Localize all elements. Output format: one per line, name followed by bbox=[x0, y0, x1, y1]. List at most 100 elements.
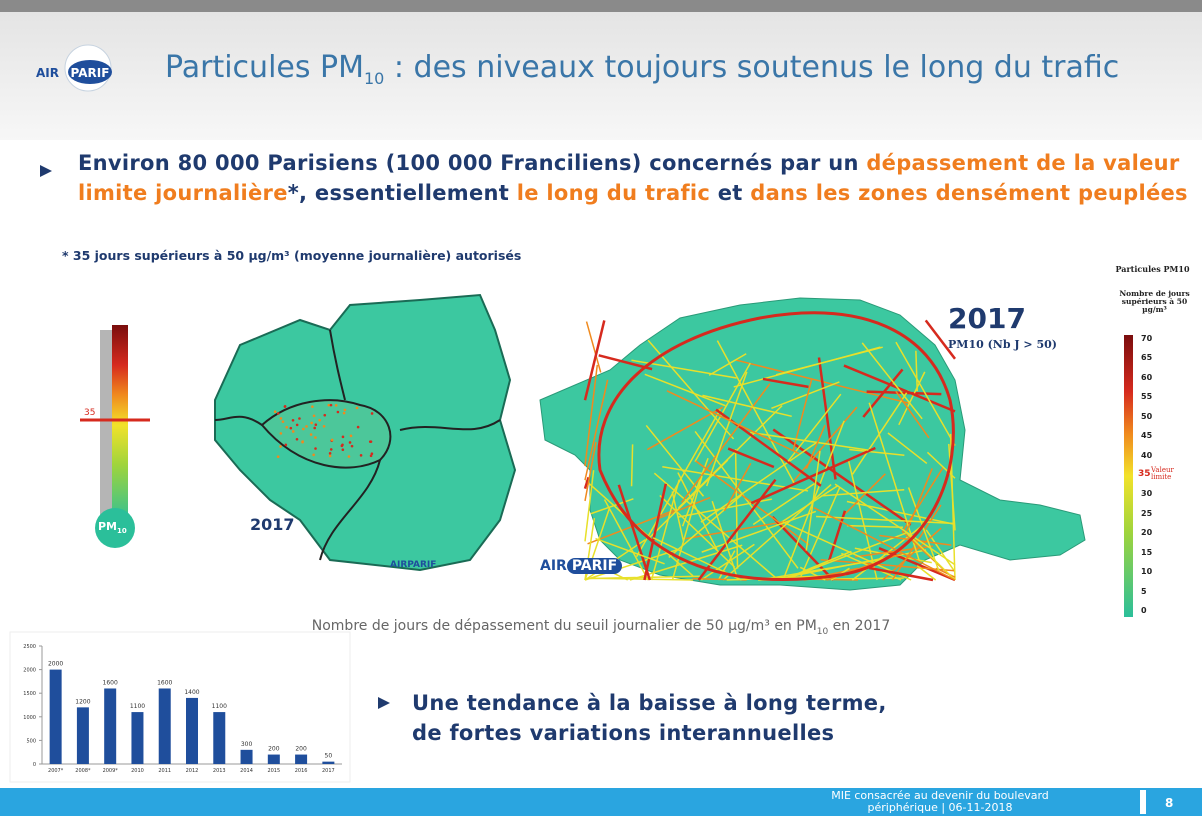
logo-prefix: AIR bbox=[540, 558, 567, 574]
footnote: * 35 jours supérieurs à 50 µg/m³ (moyenn… bbox=[62, 248, 521, 263]
pollution-spot bbox=[312, 454, 315, 457]
pollution-spot bbox=[302, 428, 305, 431]
thermo-sub: 10 bbox=[117, 527, 127, 535]
bar bbox=[241, 750, 253, 764]
value-label: 2000 bbox=[48, 661, 63, 668]
pollution-spot bbox=[285, 444, 288, 447]
logo-prefix: AIR bbox=[36, 66, 59, 80]
legend-tick-label: 5 bbox=[1141, 587, 1147, 596]
x-tick-label: 2007* bbox=[48, 768, 64, 774]
bullet-segment: *, essentiellement bbox=[288, 181, 517, 205]
bar bbox=[213, 712, 225, 764]
thermometer-limit-label: 35 bbox=[84, 408, 95, 418]
title-sub: 10 bbox=[364, 69, 384, 88]
title-text: Particules PM bbox=[165, 50, 364, 85]
x-tick-label: 2017 bbox=[322, 768, 335, 774]
value-label: 1400 bbox=[184, 689, 199, 696]
pollution-spot bbox=[327, 404, 330, 407]
bullet-arrow bbox=[40, 165, 52, 177]
pollution-spot bbox=[305, 425, 308, 428]
legend-limit-value: 35 bbox=[1138, 469, 1151, 479]
footer-divider bbox=[1140, 790, 1146, 814]
y-tick-label: 0 bbox=[33, 762, 36, 768]
pollution-spot bbox=[280, 417, 283, 420]
logo-badge-text: PARIF bbox=[567, 558, 622, 574]
pollution-spot bbox=[348, 455, 351, 458]
value-label: 50 bbox=[325, 753, 333, 760]
pollution-spot bbox=[360, 454, 363, 457]
title-text: : des niveaux toujours soutenus le long … bbox=[384, 50, 1119, 85]
footer-line: périphérique | 06-11-2018 bbox=[760, 802, 1120, 814]
x-tick-label: 2012 bbox=[186, 768, 199, 774]
legend-tick-label: 30 bbox=[1141, 489, 1152, 498]
pollution-spot bbox=[342, 448, 345, 451]
pollution-spot bbox=[357, 426, 360, 429]
slide-title: Particules PM10 : des niveaux toujours s… bbox=[165, 50, 1119, 88]
pollution-spot bbox=[310, 433, 313, 436]
pollution-spot bbox=[349, 441, 352, 444]
pollution-spot bbox=[301, 440, 304, 443]
bar bbox=[322, 762, 334, 764]
pollution-spot bbox=[313, 414, 316, 417]
legend-tick-label: 50 bbox=[1141, 412, 1152, 421]
right-map-subtitle: PM10 (Nb J > 50) bbox=[948, 338, 1057, 351]
pollution-spot bbox=[313, 427, 316, 430]
pollution-spot bbox=[344, 409, 347, 412]
pollution-spot bbox=[341, 445, 344, 448]
pollution-spot bbox=[329, 452, 332, 455]
legend-title: Particules PM10 bbox=[1110, 264, 1195, 274]
pollution-spot bbox=[292, 430, 295, 433]
slide: AIR PARIF 0500100015002000250020002007*1… bbox=[0, 0, 1202, 816]
logo-badge-text: PARIF bbox=[407, 560, 436, 570]
logo-prefix: AIR bbox=[390, 560, 407, 570]
road bbox=[589, 578, 693, 580]
bullet-segment: le long du trafic bbox=[517, 181, 710, 205]
bar bbox=[77, 707, 89, 764]
legend-tick-label: 65 bbox=[1141, 353, 1152, 362]
legend-subtitle: Nombre de jours supérieurs à 50 µg/m³ bbox=[1117, 290, 1192, 314]
bullet-main: Environ 80 000 Parisiens (100 000 Franci… bbox=[78, 148, 1193, 208]
bar bbox=[295, 755, 307, 764]
y-tick-label: 2000 bbox=[23, 668, 36, 674]
pollution-spot bbox=[290, 427, 293, 430]
value-label: 1200 bbox=[75, 698, 90, 705]
x-tick-label: 2013 bbox=[213, 768, 226, 774]
caption-text: Nombre de jours de dépassement du seuil … bbox=[312, 618, 817, 634]
logo-badge-text: PARIF bbox=[71, 66, 110, 80]
bullet-line: de fortes variations interannuelles bbox=[412, 718, 887, 748]
legend-tick-label: 55 bbox=[1141, 392, 1152, 401]
x-tick-label: 2014 bbox=[240, 768, 253, 774]
y-tick-label: 1500 bbox=[23, 691, 36, 697]
top-border bbox=[0, 0, 1202, 12]
pollution-spot bbox=[323, 425, 326, 428]
legend-tick-label: 40 bbox=[1141, 451, 1152, 460]
legend-tick-label: 0 bbox=[1141, 606, 1147, 615]
pollution-spot bbox=[343, 412, 346, 415]
left-map-year: 2017 bbox=[250, 515, 295, 534]
bar bbox=[186, 698, 198, 764]
pollution-spot bbox=[331, 439, 334, 442]
legend-tick-label: 70 bbox=[1141, 334, 1152, 343]
legend-tick-label: 15 bbox=[1141, 548, 1152, 557]
x-tick-label: 2010 bbox=[131, 768, 144, 774]
pollution-spot bbox=[330, 448, 333, 451]
pollution-spot bbox=[330, 404, 333, 407]
pollution-spot bbox=[318, 419, 321, 422]
x-tick-label: 2009* bbox=[103, 768, 119, 774]
pollution-spot bbox=[279, 445, 282, 448]
x-tick-label: 2016 bbox=[295, 768, 308, 774]
legend-limit-label: Valeur limite bbox=[1151, 467, 1175, 481]
y-tick-label: 500 bbox=[26, 738, 36, 744]
pollution-spot bbox=[298, 417, 301, 420]
pollution-spot bbox=[351, 445, 354, 448]
pollution-spot bbox=[274, 410, 277, 413]
pollution-spot bbox=[284, 405, 287, 408]
bar bbox=[268, 755, 280, 764]
value-label: 200 bbox=[268, 746, 280, 753]
bullet-segment: Environ 80 000 Parisiens (100 000 Franci… bbox=[78, 151, 866, 175]
thermo-text: PM bbox=[98, 520, 117, 533]
caption-sub: 10 bbox=[817, 627, 828, 637]
value-label: 1100 bbox=[130, 703, 145, 710]
pollution-spot bbox=[323, 414, 326, 417]
